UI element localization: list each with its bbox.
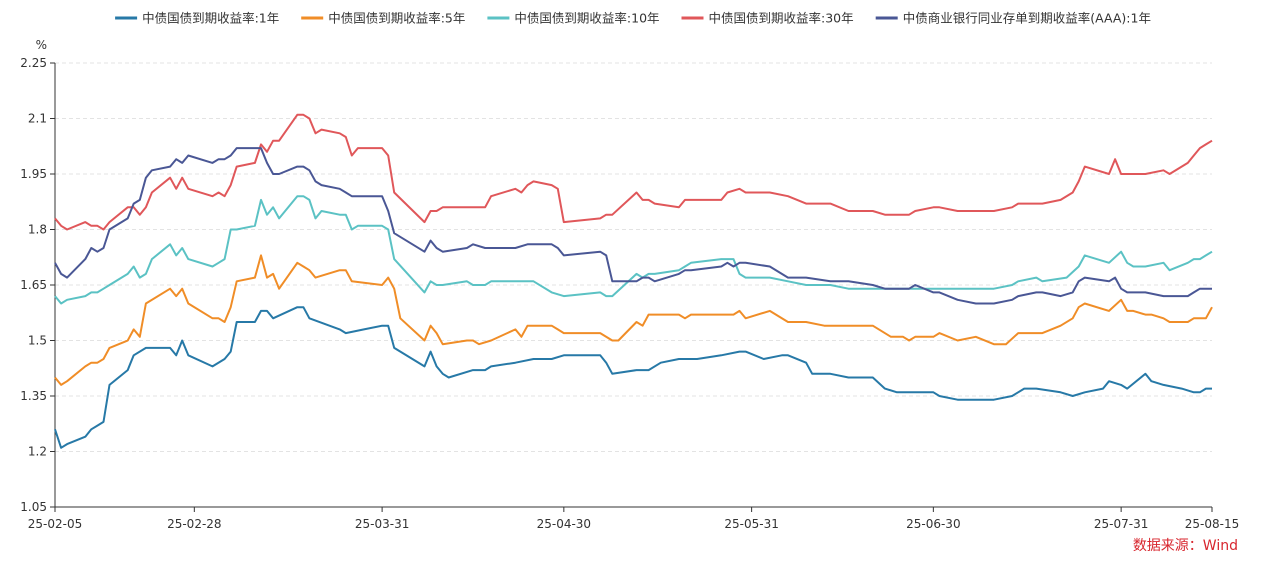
y-tick-label: 1.8: [28, 223, 47, 237]
series-line-5: [54, 147, 1212, 305]
grid: [55, 62, 1212, 452]
legend-label: 中债国债到期收益率:10年: [514, 11, 659, 26]
y-tick-label: 1.35: [20, 389, 47, 403]
legend-label: 中债商业银行同业存单到期收益率(AAA):1年: [903, 11, 1151, 26]
x-tick-label: 25-08-15: [1185, 517, 1239, 531]
y-tick-label: 1.05: [20, 500, 47, 514]
legend: 中债国债到期收益率:1年 中债国债到期收益率:5年 中债国债到期收益率:10年 中债国…: [115, 11, 1151, 26]
x-tick-label: 25-03-31: [355, 517, 409, 531]
x-tick-label: 25-07-31: [1094, 517, 1148, 531]
legend-label: 中债国债到期收益率:1年: [142, 11, 279, 26]
y-axis-label: %: [36, 38, 47, 52]
y-tick-label: 1.65: [20, 278, 47, 292]
legend-item-4[interactable]: 中债国债到期收益率:30年: [681, 11, 854, 26]
x-tick-label: 25-02-05: [28, 517, 82, 531]
legend-item-2[interactable]: 中债国债到期收益率:5年: [301, 11, 465, 26]
series-line-1: [54, 306, 1212, 449]
legend-label: 中债国债到期收益率:5年: [328, 11, 465, 26]
series-lines: [54, 113, 1213, 449]
legend-label: 中债国债到期收益率:30年: [709, 11, 854, 26]
y-tick-label: 1.2: [28, 445, 47, 459]
legend-item-5[interactable]: 中债商业银行同业存单到期收益率(AAA):1年: [875, 11, 1151, 26]
legend-item-1[interactable]: 中债国债到期收益率:1年: [115, 11, 279, 26]
source-note: 数据来源：Wind: [1132, 538, 1238, 554]
y-tick-label: 2.1: [28, 112, 47, 126]
series-line-2: [54, 254, 1213, 386]
series-line-4: [54, 113, 1213, 231]
legend-item-3[interactable]: 中债国债到期收益率:10年: [487, 11, 660, 26]
series-line-3: [54, 195, 1213, 305]
axes: 1.05 1.2 1.35 1.5 1.65 1.8 1.95 2.1 2.25% 25-02-0…: [20, 38, 1239, 531]
x-tick-label: 25-02-28: [167, 517, 221, 531]
y-tick-label: 1.95: [20, 167, 47, 181]
x-tick-label: 25-06-30: [906, 517, 960, 531]
x-tick-label: 25-04-30: [537, 517, 591, 531]
y-tick-label: 2.25: [20, 56, 47, 70]
x-tick-label: 25-05-31: [724, 517, 778, 531]
y-tick-label: 1.5: [28, 334, 47, 348]
